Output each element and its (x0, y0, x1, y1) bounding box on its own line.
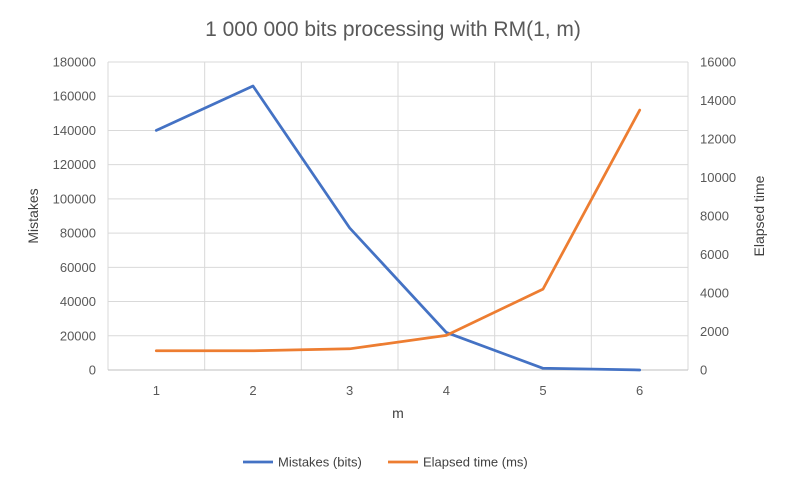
x-tick-label: 3 (346, 383, 353, 398)
x-axis-ticks: 1 2 3 4 5 6 (153, 383, 644, 398)
series-line-1 (154, 84, 642, 372)
right-tick-label: 16000 (700, 55, 736, 70)
right-axis-ticks: 0 2000 4000 6000 8000 10000 12000 14000 16000 (700, 55, 736, 378)
left-tick-label: 20000 (60, 328, 96, 343)
left-tick-label: 40000 (60, 294, 96, 309)
left-axis-label: Mistakes (25, 188, 41, 243)
left-tick-label: 180000 (53, 55, 96, 70)
right-tick-label: 0 (700, 363, 707, 378)
left-tick-label: 120000 (53, 157, 96, 172)
left-axis-ticks: 0 20000 40000 60000 80000 100000 120000 140000 1… (53, 55, 96, 378)
left-tick-label: 60000 (60, 260, 96, 275)
right-tick-label: 12000 (700, 132, 736, 147)
left-tick-label: 100000 (53, 191, 96, 206)
right-tick-label: 14000 (700, 93, 736, 108)
left-tick-label: 140000 (53, 123, 96, 138)
chart-title: 1 000 000 bits processing with RM(1, m) (205, 18, 581, 41)
left-tick-label: 0 (89, 363, 96, 378)
legend: Mistakes (bits) Elapsed time (ms) (243, 455, 528, 470)
grid-lines (107, 61, 689, 370)
legend-label: Elapsed time (ms) (423, 455, 528, 470)
right-tick-label: 2000 (700, 324, 729, 339)
right-tick-label: 10000 (700, 170, 736, 185)
x-tick-label: 2 (249, 383, 256, 398)
left-tick-label: 160000 (53, 89, 96, 104)
x-axis-label: m (392, 405, 404, 421)
x-tick-label: 1 (153, 383, 160, 398)
right-tick-label: 8000 (700, 209, 729, 224)
right-tick-label: 4000 (700, 286, 729, 301)
x-tick-label: 5 (539, 383, 546, 398)
x-tick-label: 6 (636, 383, 643, 398)
x-tick-label: 4 (443, 383, 450, 398)
left-tick-label: 80000 (60, 226, 96, 241)
series-layer (154, 84, 642, 372)
right-tick-label: 6000 (700, 247, 729, 262)
legend-label: Mistakes (bits) (278, 455, 362, 470)
series-line-2 (154, 108, 642, 353)
right-axis-label: Elapsed time (751, 175, 767, 256)
